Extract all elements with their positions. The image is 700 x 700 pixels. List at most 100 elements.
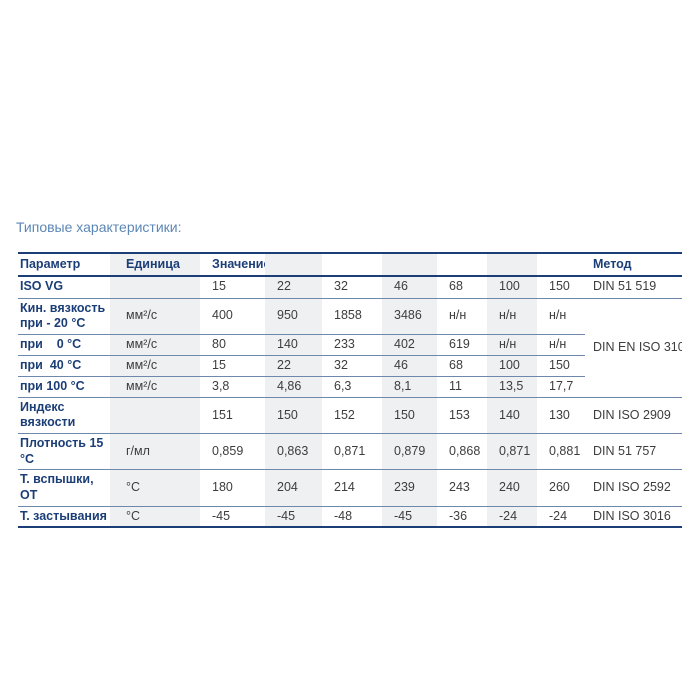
cell-value: 140 (265, 334, 322, 356)
cell-value: 260 (537, 469, 585, 507)
cell-value: н/н (537, 334, 585, 356)
characteristics-table: Параметр Единица Значение Метод ISO VG 1… (18, 252, 682, 529)
cell-value: 402 (382, 334, 437, 356)
table-row-density: Плотность 15 °C г/мл 0,859 0,863 0,871 0… (18, 433, 682, 471)
col-header-unit: Единица (110, 253, 200, 277)
cell-value: 46 (382, 276, 437, 299)
cell-value: 140 (487, 397, 537, 435)
header-spacer (265, 253, 322, 277)
cell-value: 950 (265, 298, 322, 335)
cell-value: 0,868 (437, 433, 487, 471)
cell-value: 243 (437, 469, 487, 507)
cell-value: -45 (200, 506, 265, 529)
cell-value: -48 (322, 506, 382, 529)
row-param: Т. застывания (18, 506, 110, 529)
header-spacer (322, 253, 382, 277)
cell-value: -24 (537, 506, 585, 529)
row-unit (110, 397, 200, 435)
cell-method: DIN ISO 2909 (585, 397, 682, 435)
cell-value: н/н (487, 334, 537, 356)
col-header-parameter: Параметр (18, 253, 110, 277)
cell-value: -45 (265, 506, 322, 529)
cell-value: 4,86 (265, 376, 322, 398)
row-unit: мм²/с (110, 298, 200, 335)
cell-value: 80 (200, 334, 265, 356)
cell-value: н/н (437, 298, 487, 335)
cell-value: 22 (265, 355, 322, 377)
table-row-pour-point: Т. застывания °C -45 -45 -48 -45 -36 -24… (18, 506, 682, 529)
header-spacer (382, 253, 437, 277)
cell-value: 68 (437, 276, 487, 299)
row-unit: °C (110, 506, 200, 529)
row-unit: °C (110, 469, 200, 507)
cell-value: 15 (200, 355, 265, 377)
cell-value: 100 (487, 355, 537, 377)
cell-method: DIN EN ISO 3104 (585, 298, 682, 398)
table-row-iso-vg: ISO VG 15 22 32 46 68 100 150 DIN 51 519 (18, 276, 682, 299)
cell-method: DIN 51 757 (585, 433, 682, 471)
cell-value: 619 (437, 334, 487, 356)
cell-value: 0,871 (487, 433, 537, 471)
row-param: Индекс вязкости (18, 397, 110, 435)
row-unit: мм²/с (110, 334, 200, 356)
page-title: Типовые характеристики: (16, 219, 182, 235)
cell-value: 100 (487, 276, 537, 299)
row-param: при 40 °C (18, 355, 110, 377)
cell-value: 0,859 (200, 433, 265, 471)
cell-value: 233 (322, 334, 382, 356)
row-param: Плотность 15 °C (18, 433, 110, 471)
table-row-viscosity-index: Индекс вязкости 151 150 152 150 153 140 … (18, 397, 682, 435)
cell-value: 32 (322, 276, 382, 299)
cell-value: 150 (265, 397, 322, 435)
cell-method: DIN 51 519 (585, 276, 682, 299)
cell-value: 150 (382, 397, 437, 435)
cell-value: 3486 (382, 298, 437, 335)
cell-value: 0,863 (265, 433, 322, 471)
table-row-viscosity-40: при 40 °C мм²/с 15 22 32 46 68 100 150 (18, 355, 682, 377)
cell-value: 0,881 (537, 433, 585, 471)
cell-value: 239 (382, 469, 437, 507)
cell-value: 15 (200, 276, 265, 299)
cell-value: 240 (487, 469, 537, 507)
table-row-kin-viscosity-minus20: Кин. вязкость при - 20 °C мм²/с 400 950 … (18, 298, 682, 398)
cell-value: 8,1 (382, 376, 437, 398)
cell-value: 180 (200, 469, 265, 507)
cell-value: 32 (322, 355, 382, 377)
cell-value: 46 (382, 355, 437, 377)
cell-value: 400 (200, 298, 265, 335)
cell-value: 17,7 (537, 376, 585, 398)
row-param: при 0 °C (18, 334, 110, 356)
cell-value: 11 (437, 376, 487, 398)
cell-value: 6,3 (322, 376, 382, 398)
table-row-flash-point: Т. вспышки, ОТ °C 180 204 214 239 243 24… (18, 469, 682, 507)
cell-value: 0,879 (382, 433, 437, 471)
cell-value: 204 (265, 469, 322, 507)
cell-value: н/н (487, 298, 537, 335)
cell-value: 68 (437, 355, 487, 377)
cell-value: 151 (200, 397, 265, 435)
cell-value: -45 (382, 506, 437, 529)
cell-value: 22 (265, 276, 322, 299)
header-spacer (487, 253, 537, 277)
row-param: Т. вспышки, ОТ (18, 469, 110, 507)
cell-value: -24 (487, 506, 537, 529)
cell-value: -36 (437, 506, 487, 529)
table-row-viscosity-100: при 100 °C мм²/с 3,8 4,86 6,3 8,1 11 13,… (18, 376, 682, 398)
cell-value: 153 (437, 397, 487, 435)
row-unit: г/мл (110, 433, 200, 471)
row-unit (110, 276, 200, 299)
row-param: при 100 °C (18, 376, 110, 398)
cell-value: 13,5 (487, 376, 537, 398)
row-param: Кин. вязкость при - 20 °C (18, 298, 110, 335)
header-spacer (437, 253, 487, 277)
row-unit: мм²/с (110, 376, 200, 398)
table-row-viscosity-0: при 0 °C мм²/с 80 140 233 402 619 н/н н/… (18, 334, 682, 356)
col-header-value: Значение (200, 253, 265, 277)
cell-method: DIN ISO 2592 (585, 469, 682, 507)
header-row: Параметр Единица Значение Метод (18, 253, 682, 277)
row-unit: мм²/с (110, 355, 200, 377)
cell-value: 3,8 (200, 376, 265, 398)
cell-value: 150 (537, 276, 585, 299)
cell-value: 130 (537, 397, 585, 435)
cell-value: 150 (537, 355, 585, 377)
